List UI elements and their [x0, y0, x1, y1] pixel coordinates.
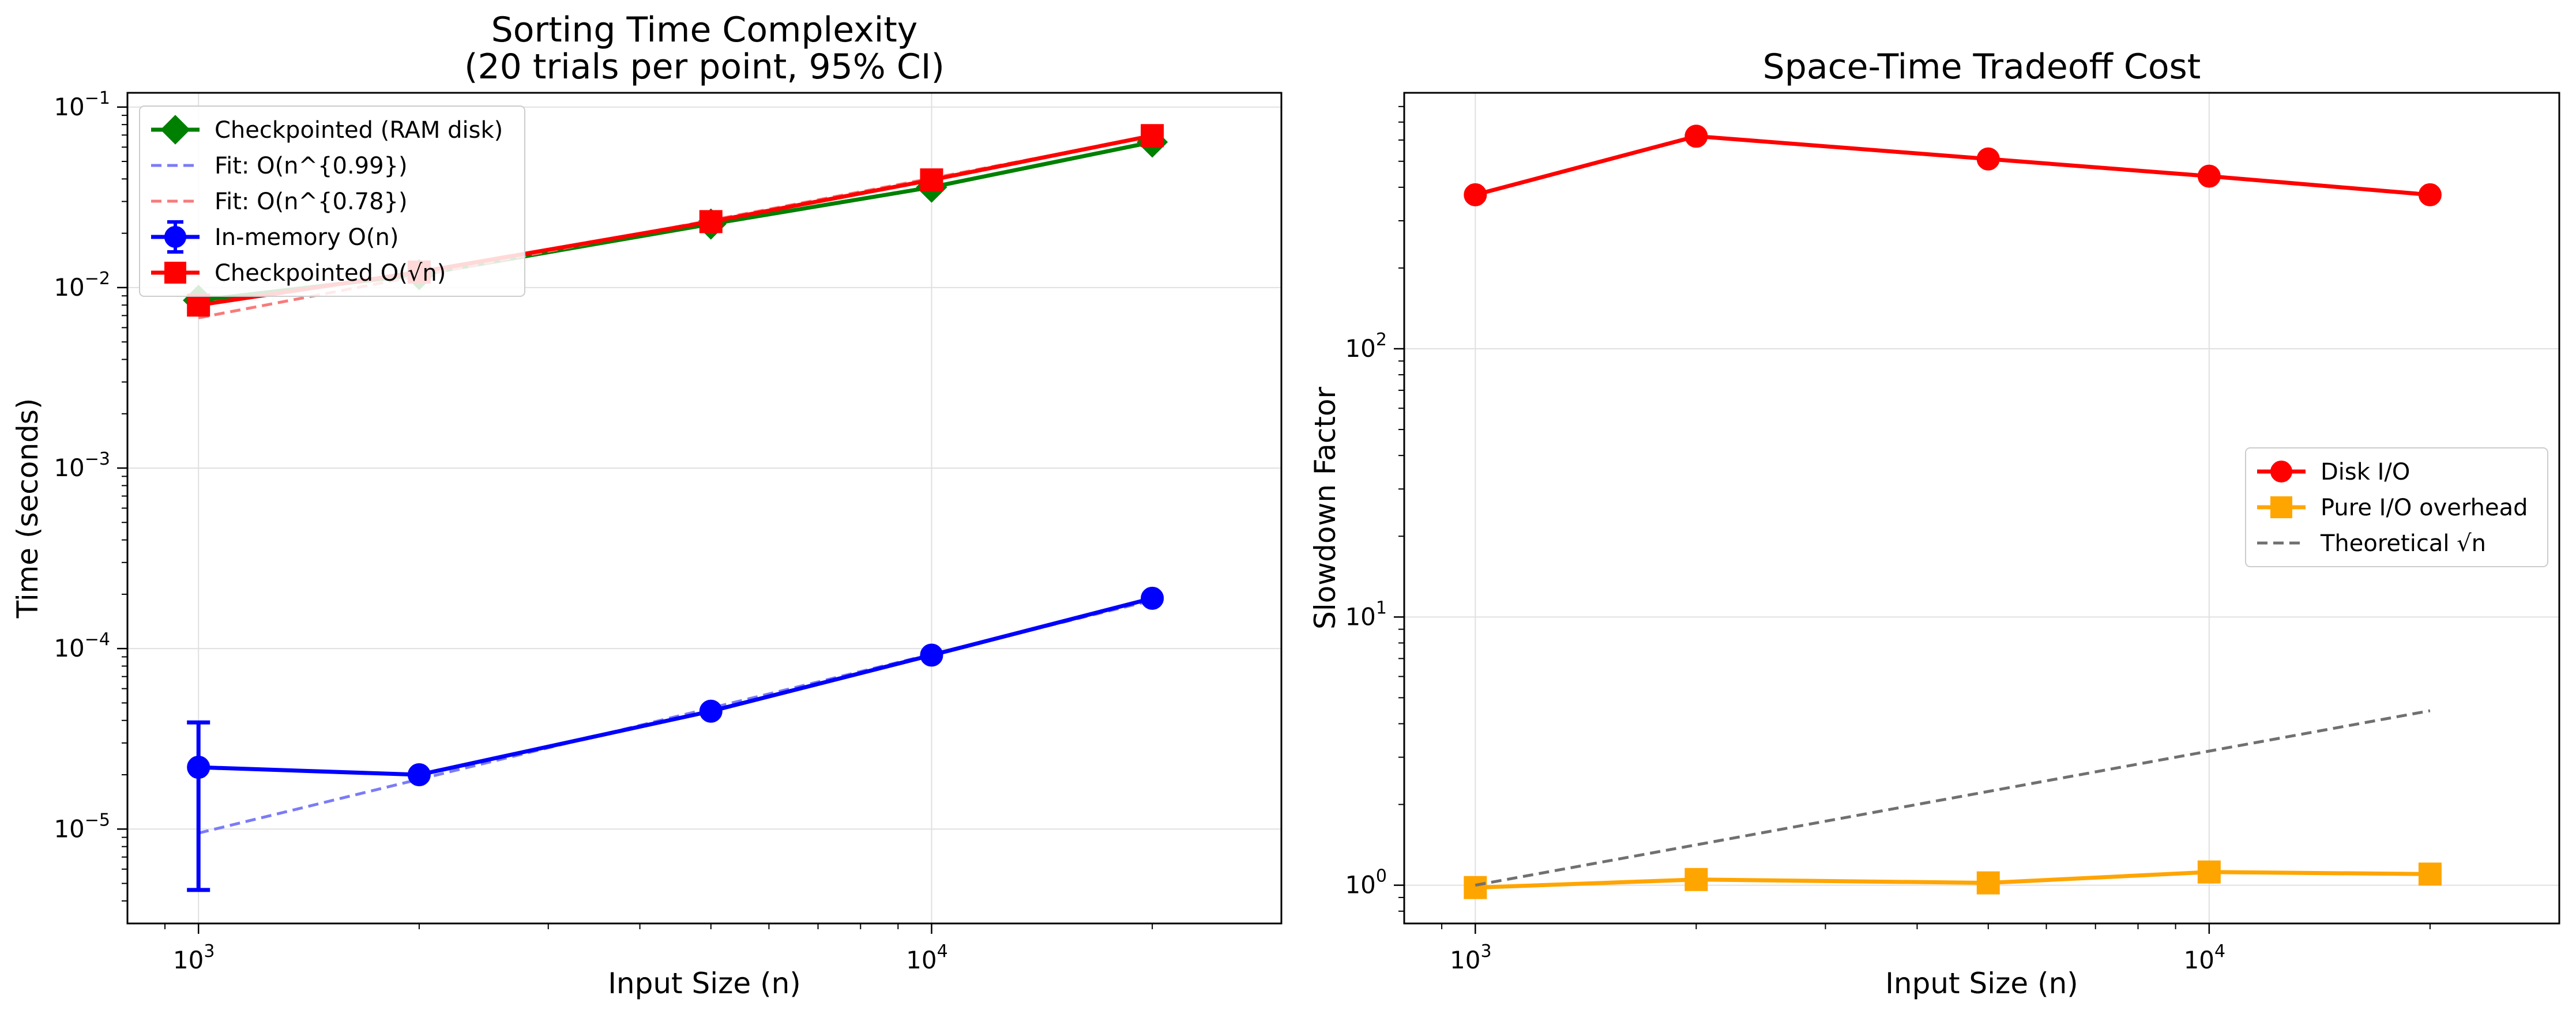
y-tick-label: 102	[1345, 330, 1387, 363]
x-tick-label: 103	[1450, 941, 1492, 974]
data-point	[1684, 125, 1708, 148]
data-point	[1684, 868, 1708, 891]
data-point	[1976, 871, 2000, 895]
x-tick-label: 104	[2184, 941, 2226, 974]
x-axis-label: Input Size (n)	[608, 967, 801, 1000]
series-3	[1475, 709, 2431, 887]
chart-panel-1: 103 104 10−5 10−4 10−3 10−2 10−1 Sorting Time C…	[11, 10, 1283, 1000]
series-line	[198, 596, 1153, 777]
data-point	[2418, 183, 2442, 206]
legend: Checkpointed (RAM disk) Fit: O(n^{0.99}) F…	[139, 105, 525, 297]
y-tick-label: 10−1	[54, 88, 110, 121]
data-point	[187, 756, 210, 779]
legend-label-1: Disk I/O	[2321, 459, 2410, 485]
data-point	[1976, 147, 2000, 171]
legend-label-2: Fit: O(n^{0.99})	[215, 153, 408, 179]
legend: Disk I/O Pure I/O overhead Theoretical √n	[2245, 447, 2548, 567]
y-axis-label: Time (seconds)	[11, 398, 44, 619]
legend-marker-1	[160, 115, 190, 145]
legend-marker-5	[164, 262, 186, 284]
legend-label-2: Pure I/O overhead	[2321, 495, 2528, 521]
y-axis-label: Slowdown Factor	[1308, 387, 1342, 629]
data-point	[699, 699, 723, 723]
legend-box	[139, 105, 525, 297]
y-tick-label: 10−3	[54, 449, 110, 482]
legend-label-3: Theoretical √n	[2320, 530, 2486, 557]
legend-box	[2245, 447, 2548, 567]
series-2	[198, 599, 1153, 835]
data-point	[2418, 862, 2442, 886]
y-tick-label: 10−2	[54, 269, 110, 301]
data-point	[920, 643, 943, 667]
data-point	[1464, 876, 1487, 899]
chart-title: Space-Time Tradeoff Cost	[1763, 47, 2201, 87]
x-tick-label: 103	[173, 941, 215, 974]
y-tick-label: 10−4	[54, 629, 110, 662]
series-1	[1464, 125, 2442, 206]
data-point	[699, 210, 723, 233]
legend-label-1: Checkpointed (RAM disk)	[215, 117, 503, 144]
data-point	[1141, 124, 1164, 148]
legend-marker-1	[2270, 461, 2292, 482]
legend-label-3: Fit: O(n^{0.78})	[215, 188, 408, 215]
y-tick-label: 100	[1345, 866, 1387, 899]
plot-frame	[126, 92, 1283, 925]
plot-frame	[1403, 92, 2560, 925]
data-point	[1141, 586, 1164, 610]
series-2	[1464, 860, 2442, 899]
data-point	[187, 293, 210, 317]
y-tick-label: 101	[1345, 598, 1387, 631]
data-point	[2197, 164, 2221, 188]
x-tick-label: 104	[906, 941, 948, 974]
data-point	[407, 763, 431, 787]
data-point	[920, 168, 943, 192]
series-line	[1475, 134, 2431, 197]
y-tick-label: 10−5	[54, 810, 110, 843]
legend-label-5: Checkpointed O(√n)	[215, 260, 446, 286]
series-line	[1475, 709, 2431, 887]
series-line	[198, 599, 1153, 835]
chart-panel-2: 103 104 100 101 102 Space-Time Tradeoff Cost I…	[1308, 47, 2560, 1000]
legend-label-4: In-memory O(n)	[215, 224, 398, 251]
chart-title: Sorting Time Complexity (20 trials per po…	[464, 10, 945, 87]
legend-marker-4	[164, 226, 186, 248]
series-4	[187, 586, 1164, 892]
legend-marker-2	[2270, 496, 2292, 518]
data-point	[1464, 183, 1487, 206]
x-axis-label: Input Size (n)	[1885, 967, 2078, 1000]
data-point	[2197, 860, 2221, 884]
